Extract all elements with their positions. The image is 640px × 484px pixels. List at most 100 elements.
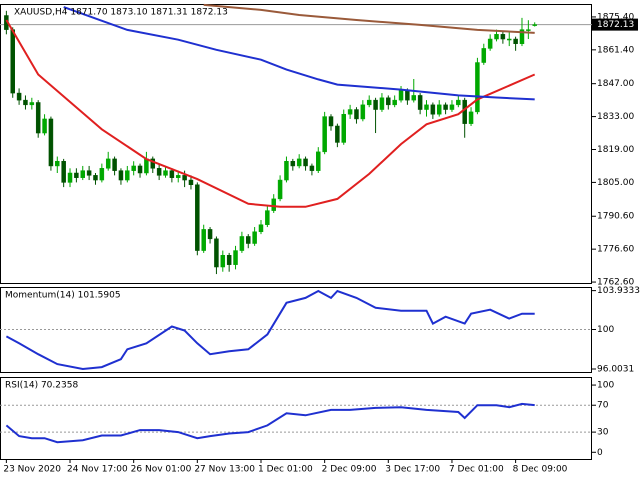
candle-body — [175, 175, 181, 178]
candle-body — [411, 95, 417, 101]
x-tick-label: 7 Dec 01:00 — [449, 465, 504, 475]
candle-body — [35, 102, 41, 134]
candle-body — [67, 172, 73, 183]
candle-body — [405, 90, 410, 101]
last-price-box — [592, 18, 638, 31]
y-tick-label: 96.0031 — [597, 365, 634, 375]
candle-body — [506, 38, 512, 41]
candle-body — [309, 165, 315, 171]
candle-body — [290, 160, 296, 167]
candle-body — [519, 29, 525, 44]
y-tick-label: 1833.00 — [597, 112, 634, 122]
candle-body — [265, 210, 270, 225]
indicator-line — [5, 289, 535, 371]
candle-body — [239, 236, 245, 251]
candle-body — [379, 97, 385, 110]
candle-body — [532, 24, 537, 26]
indicator-line — [63, 6, 535, 101]
candle-body — [93, 175, 98, 181]
candle-body — [226, 255, 232, 265]
candle-body — [430, 104, 436, 115]
y-tick-label: 1790.60 — [597, 212, 634, 222]
candle-body — [207, 229, 213, 240]
candle-body — [220, 255, 226, 268]
candle-body — [195, 184, 200, 251]
candle-body — [392, 99, 397, 106]
candle-body — [417, 95, 423, 110]
candle-body — [316, 151, 321, 171]
candle-body — [182, 175, 187, 181]
candle-body — [74, 172, 79, 178]
candle-body — [131, 165, 136, 171]
indicator-line — [5, 402, 535, 444]
candle-body — [86, 170, 92, 176]
candle-body — [144, 158, 149, 174]
candle-body — [48, 118, 54, 167]
candle-body — [169, 170, 175, 178]
candle-body — [99, 168, 105, 181]
y-tick-label: 0 — [597, 448, 603, 458]
candle-body — [303, 158, 308, 167]
y-tick-label: 1861.40 — [597, 45, 634, 55]
candle-body — [214, 238, 219, 268]
candle-body — [137, 165, 143, 174]
y-tick-label: 1875.40 — [597, 12, 634, 22]
candle-body — [449, 104, 455, 110]
candle-body — [481, 48, 487, 63]
candle-body — [112, 158, 117, 171]
candle-body — [80, 170, 86, 178]
y-tick-label: 1847.00 — [597, 79, 634, 89]
candle-body — [347, 109, 353, 115]
y-tick-label: 100 — [597, 381, 614, 391]
candle-body — [513, 38, 518, 44]
candle-body — [360, 104, 366, 120]
candle-body — [61, 160, 66, 183]
candle-body — [456, 99, 461, 106]
indicator-line — [203, 3, 535, 34]
indicator-title: RSI(14) 70.2358 — [5, 381, 78, 391]
candle-body — [468, 111, 474, 124]
candle-body — [252, 231, 257, 244]
candle-body — [23, 99, 28, 106]
candle-body — [258, 224, 264, 233]
x-tick-label: 24 Nov 17:00 — [67, 465, 128, 475]
x-tick-label: 26 Nov 01:00 — [131, 465, 192, 475]
y-tick-label: 30 — [597, 428, 609, 438]
panel-frame — [0, 4, 592, 284]
candle-body — [424, 104, 429, 110]
candle-body — [500, 34, 506, 40]
candle-body — [462, 99, 467, 124]
y-tick-label: 1819.00 — [597, 145, 634, 155]
x-tick-label: 3 Dec 17:00 — [385, 465, 440, 475]
panel-frame — [0, 377, 592, 460]
candle-body — [526, 29, 531, 31]
y-tick-label: 100 — [597, 325, 614, 335]
x-tick-label: 2 Dec 09:00 — [322, 465, 377, 475]
candle-body — [354, 109, 359, 120]
candle-body — [10, 29, 15, 94]
candle-body — [436, 104, 442, 115]
candle-body — [201, 229, 206, 251]
indicator-line — [5, 19, 536, 208]
x-tick-label: 8 Dec 09:00 — [513, 465, 568, 475]
candle-body — [271, 198, 276, 211]
candle-body — [233, 250, 238, 265]
last-price-label: 1872.13 — [597, 20, 634, 30]
y-tick-label: 103.9333 — [597, 286, 640, 296]
candle-body — [118, 170, 124, 181]
x-tick-label: 27 Nov 13:00 — [194, 465, 255, 475]
candle-body — [487, 38, 493, 49]
candle-body — [443, 104, 448, 110]
x-tick-label: 23 Nov 2020 — [3, 465, 61, 475]
y-tick-label: 1776.60 — [597, 245, 634, 255]
candle-body — [322, 116, 327, 153]
candle-body — [373, 99, 378, 110]
candle-body — [328, 116, 334, 127]
candle-body — [150, 158, 156, 169]
indicator-title: Momentum(14) 101.5905 — [5, 291, 121, 301]
candle-body — [42, 118, 47, 134]
candle-body — [55, 160, 60, 167]
y-tick-label: 70 — [597, 401, 609, 411]
